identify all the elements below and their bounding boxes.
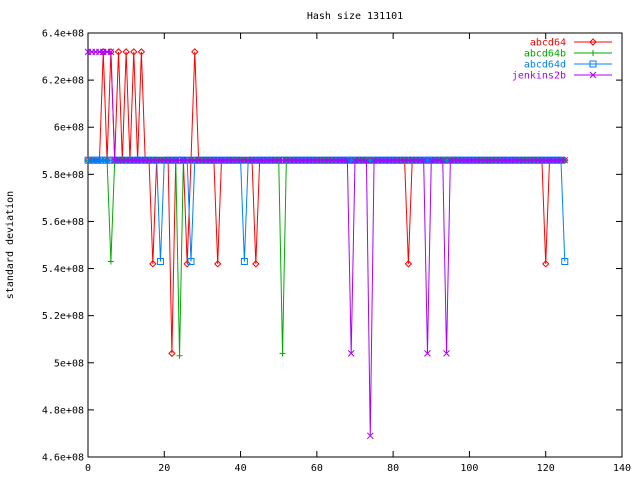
data-point-x: [363, 156, 370, 164]
data-point-diamond: [114, 48, 123, 56]
legend-label: abcd64d: [524, 60, 566, 71]
x-tick-label: 40: [235, 463, 247, 474]
data-point-square: [88, 156, 96, 164]
data-point-square: [84, 156, 92, 164]
y-tick-label: 5.6e+08: [42, 217, 84, 228]
data-point-diamond: [99, 48, 107, 56]
x-tick-label: 80: [387, 463, 399, 474]
y-tick-label: 5e+08: [54, 358, 84, 369]
chart-title: Hash size 131101: [307, 11, 403, 22]
legend-item: jenkins2b: [512, 71, 612, 82]
plot-frame: [87, 32, 623, 458]
x-axis: 0 20 40 60 80 100 120 140: [85, 33, 631, 474]
data-point-plus: [590, 50, 596, 56]
x-tick-label: 20: [158, 463, 170, 474]
data-point-square: [443, 156, 451, 164]
data-point-diamond: [183, 260, 191, 268]
data-point-x: [366, 432, 374, 440]
legend-label: abcd64: [530, 38, 566, 49]
legend-label: abcd64b: [524, 49, 566, 60]
data-point-square: [156, 257, 164, 265]
data-point-plus: [279, 350, 286, 357]
data-point-x: [420, 156, 428, 164]
data-point-x: [589, 71, 597, 79]
data-point-diamond: [589, 38, 597, 46]
x-tick-label: 100: [460, 463, 478, 474]
series-abcd64: [84, 48, 569, 358]
y-tick-label: 4.8e+08: [42, 405, 84, 416]
series-layer: [84, 48, 569, 440]
data-point-square: [347, 156, 355, 164]
data-point-square: [366, 156, 374, 164]
y-axis-label: standard deviation: [5, 191, 16, 299]
legend-label: jenkins2b: [512, 71, 566, 82]
data-point-plus: [176, 352, 183, 359]
data-point-square: [423, 156, 431, 164]
data-point-x: [107, 48, 115, 56]
x-tick-label: 120: [537, 463, 555, 474]
data-point-square: [103, 156, 111, 164]
y-tick-label: 5.2e+08: [42, 311, 84, 322]
y-tick-label: 5.4e+08: [42, 264, 84, 275]
data-point-diamond: [137, 48, 146, 56]
data-point-diamond: [168, 349, 176, 358]
series-line: [88, 51, 565, 354]
y-tick-label: 4.6e+08: [42, 453, 84, 464]
data-point-square: [589, 60, 597, 68]
data-point-x: [347, 350, 355, 357]
x-tick-label: 140: [613, 463, 631, 474]
series-line: [88, 159, 565, 356]
y-tick-label: 6.2e+08: [42, 76, 84, 87]
data-point-square: [187, 257, 195, 265]
data-point-square: [92, 156, 100, 164]
legend-item: abcd64b: [524, 49, 612, 60]
legend-item: abcd64: [530, 38, 612, 49]
data-point-x: [561, 156, 569, 164]
data-point-square: [95, 156, 103, 164]
data-point-square: [107, 156, 115, 164]
series-abcd64d: [84, 156, 569, 265]
data-point-diamond: [191, 48, 199, 56]
data-point-diamond: [542, 260, 550, 268]
y-tick-label: 5.8e+08: [42, 170, 84, 181]
data-point-diamond: [130, 48, 138, 56]
legend-item: abcd64d: [524, 60, 612, 71]
data-point-diamond: [122, 48, 130, 56]
data-point-diamond: [213, 260, 222, 268]
y-axis: 4.6e+08 4.8e+08 5e+08 5.2e+08 5.4e+08 5.6e+08…: [42, 29, 622, 464]
data-point-diamond: [252, 260, 260, 268]
y-tick-label: 6.4e+08: [42, 29, 84, 40]
x-tick-label: 60: [311, 463, 323, 474]
data-point-x: [344, 156, 351, 164]
data-point-x: [443, 350, 450, 357]
data-point-square: [99, 156, 107, 164]
plot-border: [87, 32, 623, 458]
data-point-plus: [107, 258, 114, 265]
data-point-x: [424, 350, 431, 357]
x-tick-label: 0: [85, 463, 91, 474]
series-line: [88, 159, 566, 262]
data-point-square: [561, 257, 569, 265]
data-point-x: [439, 156, 447, 164]
data-point-diamond: [404, 260, 413, 268]
data-point-square: [240, 257, 248, 265]
data-point-diamond: [149, 260, 157, 268]
y-tick-label: 6e+08: [54, 123, 84, 134]
series-jenkins2b: [84, 48, 569, 440]
